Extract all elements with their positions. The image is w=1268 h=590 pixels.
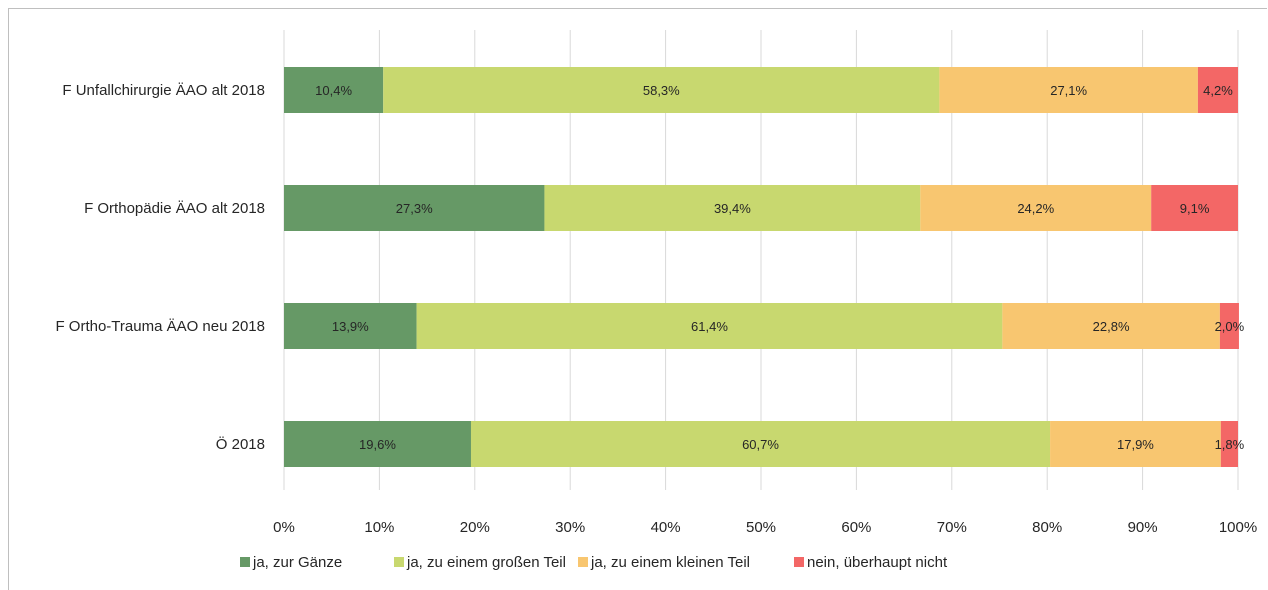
bar-segment bbox=[284, 421, 471, 467]
data-label: 2,0% bbox=[1215, 319, 1245, 334]
data-label: 61,4% bbox=[691, 319, 728, 334]
bar-segment bbox=[1219, 303, 1239, 349]
bar-segment bbox=[284, 67, 384, 113]
bar-segment bbox=[383, 67, 940, 113]
x-tick-label: 50% bbox=[746, 519, 776, 536]
x-tick-label: 90% bbox=[1128, 519, 1158, 536]
x-tick-label: 20% bbox=[460, 519, 490, 536]
data-label: 58,3% bbox=[643, 83, 680, 98]
data-label: 27,1% bbox=[1050, 83, 1087, 98]
bar-segment bbox=[284, 303, 417, 349]
bar-segment bbox=[1197, 67, 1238, 113]
legend-swatch bbox=[794, 557, 804, 567]
x-tick-label: 0% bbox=[273, 519, 295, 536]
x-tick-label: 40% bbox=[651, 519, 681, 536]
bar-segment bbox=[939, 67, 1198, 113]
legend-swatch bbox=[578, 557, 588, 567]
data-label: 27,3% bbox=[396, 201, 433, 216]
data-label: 24,2% bbox=[1017, 201, 1054, 216]
x-tick-label: 10% bbox=[364, 519, 394, 536]
category-label: F Orthopädie ÄAO alt 2018 bbox=[84, 200, 265, 217]
category-label: F Unfallchirurgie ÄAO alt 2018 bbox=[62, 82, 265, 99]
data-label: 9,1% bbox=[1180, 201, 1210, 216]
x-tick-label: 60% bbox=[841, 519, 871, 536]
category-label: F Ortho-Trauma ÄAO neu 2018 bbox=[55, 318, 265, 335]
data-label: 60,7% bbox=[742, 437, 779, 452]
data-label: 10,4% bbox=[315, 83, 352, 98]
x-tick-label: 80% bbox=[1032, 519, 1062, 536]
data-label: 17,9% bbox=[1117, 437, 1154, 452]
data-label: 13,9% bbox=[332, 319, 369, 334]
bar-segment bbox=[1050, 421, 1221, 467]
data-label: 4,2% bbox=[1203, 83, 1233, 98]
bar-segment bbox=[1002, 303, 1220, 349]
x-tick-label: 30% bbox=[555, 519, 585, 536]
bar-segment bbox=[1220, 421, 1238, 467]
x-tick-label: 70% bbox=[937, 519, 967, 536]
legend-swatch bbox=[240, 557, 250, 567]
bar-segment bbox=[1151, 185, 1238, 231]
category-label: Ö 2018 bbox=[216, 435, 265, 453]
data-label: 22,8% bbox=[1093, 319, 1130, 334]
legend-label: ja, zu einem kleinen Teil bbox=[590, 554, 750, 571]
legend-label: ja, zu einem großen Teil bbox=[406, 554, 566, 571]
bar-segment bbox=[416, 303, 1003, 349]
legend-swatch bbox=[394, 557, 404, 567]
data-label: 39,4% bbox=[714, 201, 751, 216]
data-label: 19,6% bbox=[359, 437, 396, 452]
bar-segment bbox=[470, 421, 1051, 467]
bar-segment bbox=[920, 185, 1152, 231]
bar-segment bbox=[544, 185, 921, 231]
legend-label: ja, zur Gänze bbox=[252, 554, 342, 571]
data-label: 1,8% bbox=[1215, 437, 1245, 452]
bar-segment bbox=[284, 185, 545, 231]
legend-label: nein, überhaupt nicht bbox=[807, 554, 948, 571]
x-tick-label: 100% bbox=[1219, 519, 1257, 536]
